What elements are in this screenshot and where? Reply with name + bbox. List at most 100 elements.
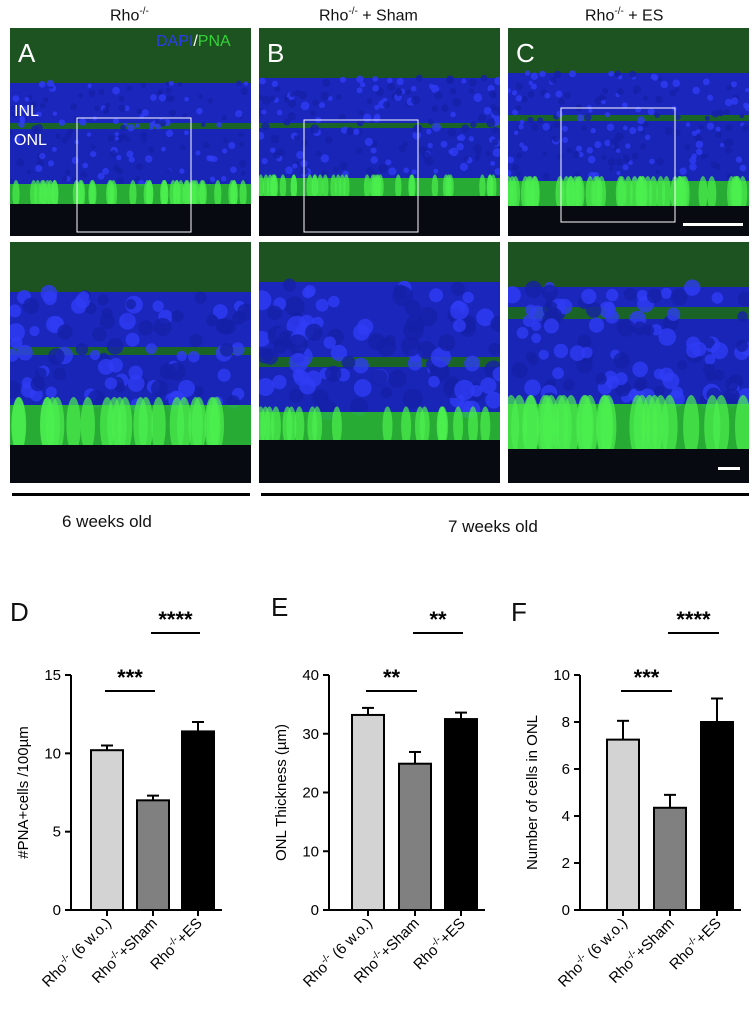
bar <box>700 721 734 911</box>
rpe-layer <box>259 440 500 483</box>
plexiform-layer <box>508 28 749 73</box>
bar <box>606 738 640 911</box>
y-tick-label: 10 <box>302 843 319 860</box>
y-tick-label: 4 <box>562 808 570 825</box>
zoom-region-box <box>560 107 676 223</box>
y-tick-label: 0 <box>53 902 61 919</box>
y-axis-label: #PNA+cells /100µm <box>15 726 32 858</box>
layer-label-inl: INL <box>14 103 39 120</box>
micrograph-a-overview <box>10 28 251 236</box>
micrograph-c-overview <box>508 28 749 236</box>
y-tick-label: 0 <box>311 902 319 919</box>
outer-plexiform-line <box>508 115 749 121</box>
chart-letter-f: F <box>511 597 527 627</box>
panel-letter-a: A <box>18 38 36 68</box>
outer-nuclear-layer <box>508 121 749 181</box>
significance-stars: ** <box>383 665 401 690</box>
nuclei <box>508 70 749 184</box>
column-title-sham: Rho-/- + Sham <box>319 6 418 25</box>
significance-stars: **** <box>158 607 193 632</box>
column-title-base: Rho <box>319 7 349 25</box>
cone-segments <box>12 180 247 208</box>
age-label-7-weeks: 7 weeks old <box>448 517 538 536</box>
y-axis-label: Number of cells in ONL <box>524 715 541 870</box>
outer-plexiform-line <box>259 123 500 128</box>
scale-bar <box>683 223 743 226</box>
cone-segments <box>259 174 497 200</box>
micrograph-a-zoom <box>10 242 251 483</box>
rpe-layer <box>10 445 251 483</box>
column-title-rho: Rho-/- <box>110 6 149 25</box>
bar <box>653 806 687 912</box>
bar <box>181 730 215 912</box>
y-tick-label: 20 <box>302 785 319 802</box>
x-tick-label-rest: +Sham <box>632 915 678 961</box>
y-tick-label: 2 <box>562 855 570 872</box>
plexiform-layer <box>259 28 500 78</box>
plexiform-layer <box>10 242 251 292</box>
x-tick-label-rest: +Sham <box>377 915 423 961</box>
column-title-sup: -/- <box>614 6 624 17</box>
y-tick-label: 10 <box>553 667 570 684</box>
chart-letter-d: D <box>10 597 29 627</box>
nuclei <box>508 279 749 411</box>
stain-legend: DAPI/PNA <box>156 33 231 51</box>
outer-plexiform-line <box>10 347 251 355</box>
significance-stars: *** <box>117 665 143 690</box>
outer-plexiform-line <box>259 357 500 367</box>
scale-bar <box>718 467 740 470</box>
micrograph-image <box>10 28 251 236</box>
significance-stars: ** <box>429 607 447 632</box>
plexiform-layer <box>508 242 749 287</box>
rpe-layer <box>508 206 749 236</box>
rpe-layer <box>259 196 500 236</box>
rpe-layer <box>10 204 251 236</box>
panel-letter-b: B <box>267 38 285 68</box>
bar <box>136 799 170 911</box>
y-tick-label: 8 <box>562 714 570 731</box>
y-axis-label: ONL Thickness (µm) <box>273 724 290 861</box>
y-tick-label: 30 <box>302 726 319 743</box>
bar <box>398 762 432 912</box>
y-tick-label: 5 <box>53 824 61 841</box>
cone-segments <box>508 395 749 458</box>
cone-segments <box>508 176 748 211</box>
bar <box>444 718 478 911</box>
age-bar-6-weeks <box>12 493 250 496</box>
y-tick-label: 6 <box>562 761 570 778</box>
cone-segments <box>259 406 491 446</box>
micrograph-image <box>508 242 749 483</box>
y-tick-label: 15 <box>44 667 61 684</box>
micrograph-image <box>259 242 500 483</box>
x-tick-label: Rho-/-+ES <box>666 914 725 973</box>
nuclei <box>10 285 251 412</box>
stain-slash: / <box>193 33 198 50</box>
micrograph-b-overview <box>259 28 500 236</box>
column-title-sup: -/- <box>139 6 149 17</box>
zoom-region-box <box>303 119 419 233</box>
micrograph-image <box>10 242 251 483</box>
column-title-suffix: + ES <box>623 7 664 25</box>
significance-stars: **** <box>676 607 711 632</box>
layer-label-onl: ONL <box>14 132 47 149</box>
bar <box>351 713 385 912</box>
micrograph-image <box>259 28 500 236</box>
chart-letter-e: E <box>271 592 289 622</box>
nuclei <box>10 79 249 187</box>
age-bar-7-weeks <box>261 493 749 496</box>
column-title-suffix: + Sham <box>357 7 418 25</box>
stain-pna: PNA <box>197 33 231 50</box>
nuclei <box>259 278 500 420</box>
column-title-base: Rho <box>585 7 615 25</box>
micrograph-b-zoom <box>259 242 500 483</box>
micrograph-image <box>508 28 749 236</box>
significance-stars: *** <box>634 665 660 690</box>
age-label-6-weeks: 6 weeks old <box>62 512 152 531</box>
column-title-sup: -/- <box>348 6 358 17</box>
y-tick-label: 0 <box>562 902 570 919</box>
column-title-es: Rho-/- + ES <box>585 6 663 25</box>
plexiform-layer <box>10 28 251 83</box>
